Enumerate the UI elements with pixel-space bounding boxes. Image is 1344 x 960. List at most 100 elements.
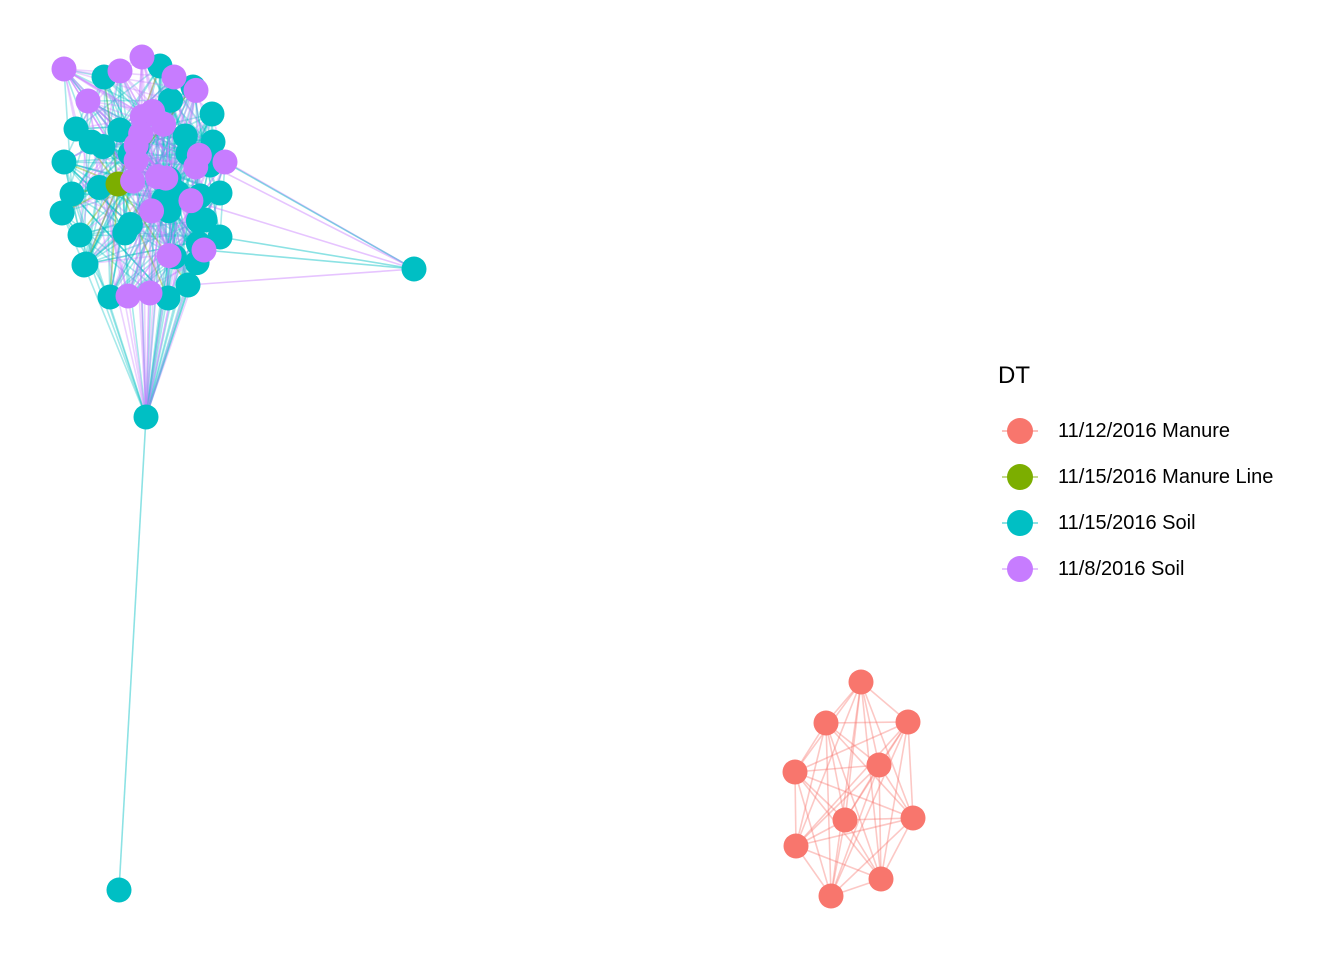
soil-118-node [123,148,149,174]
legend-item-manure: 11/12/2016 Manure [998,408,1273,454]
soil-edge [83,219,206,266]
outlier-edge [145,284,189,418]
outlier-edge [63,68,415,270]
soil-edge [98,187,129,297]
manure-node [782,759,808,785]
outlier-edge [145,256,176,418]
manure-edge [878,764,882,880]
soil-edge [131,180,169,299]
manure-edge [844,681,862,821]
legend-label-soil-118: 11/8/2016 Soil [1058,557,1185,580]
soil-edge [90,141,176,258]
manure-edge [830,721,909,897]
soil-118-node [212,149,238,175]
manure-edge [795,681,862,847]
manure-node [866,752,892,778]
soil-1115-node [71,252,97,278]
soil-edge [63,68,171,102]
manure-edge [795,764,880,847]
soil-edge [129,86,194,225]
soil-edge [75,65,161,130]
legend-label-manure: 11/12/2016 Manure [1058,419,1230,442]
manure-edge [794,764,880,773]
soil-edge [79,141,93,236]
soil-edge [127,161,226,297]
manure-edge [830,819,846,897]
soil-118-node [139,198,165,224]
soil-1115-node [401,256,427,282]
manure-edge [795,722,827,847]
soil-118-node [107,58,133,84]
manure-line-edge [109,183,119,298]
soil-edge [168,100,172,179]
soil-edge [168,100,172,179]
legend-key-soil-118 [998,546,1042,592]
soil-118-node [128,121,154,147]
outlier-edge [127,295,147,418]
manure-edge [830,817,914,897]
soil-1115-node [97,284,123,310]
soil-edge [129,86,194,225]
soil-118-node [115,283,141,309]
manure-edge [825,721,909,724]
soil-edge [141,56,198,263]
soil-1115-node [78,129,104,155]
manure-edge [907,721,914,819]
outlier-edge [224,161,415,270]
soil-edge [164,100,172,179]
soil-1115-node [107,117,133,143]
manure-edge [860,681,914,819]
manure-edge [830,764,880,897]
soil-118-node [75,88,101,114]
manure-edge [825,722,882,880]
soil-edge [79,176,159,236]
soil-118-node [156,243,182,269]
soil-1115-node [185,208,211,234]
soil-1115-node [59,181,85,207]
soil-edge [129,90,197,225]
soil-1115-node [117,212,143,238]
soil-118-node [153,165,179,191]
manure-node [783,833,809,859]
manure-node [813,710,839,736]
soil-edge [85,187,101,265]
manure-node [818,883,844,909]
soil-118-node [186,142,212,168]
soil-118-node [151,111,177,137]
manure-edge [795,845,882,880]
manure-node [868,866,894,892]
soil-118-node [129,44,155,70]
manure-edge [794,771,914,819]
legend-key-manure-line [998,454,1042,500]
soil-118-node [183,77,209,103]
manure-edge [860,681,880,766]
legend-key-manure [998,408,1042,454]
outlier-edge [145,111,154,418]
soil-1115-node [207,180,233,206]
manure-edge [825,722,846,821]
manure-node [900,805,926,831]
soil-1115-node [49,200,75,226]
manure-edge [880,721,909,880]
manure-edge [795,817,914,847]
manure-edge [795,721,909,847]
soil-edge [90,141,129,297]
soil-1115-node [86,174,112,200]
manure-edge [825,722,832,897]
outlier-edge [189,199,415,270]
manure-edge [830,681,862,897]
soil-edge [132,113,213,182]
legend-item-manure-line: 11/15/2016 Manure Line [998,454,1273,500]
legend: DT 11/12/2016 Manure 11/15/2016 Manure L… [998,362,1273,592]
soil-edge [127,161,226,297]
soil-118-node [161,64,187,90]
outlier-edge [203,249,415,270]
outlier-edge [219,236,415,270]
soil-1115-node [106,877,132,903]
outlier-edge [83,264,147,418]
soil-118-node [191,237,217,263]
manure-edge [860,681,882,880]
soil-edge [79,234,151,294]
soil-118-node [178,188,204,214]
